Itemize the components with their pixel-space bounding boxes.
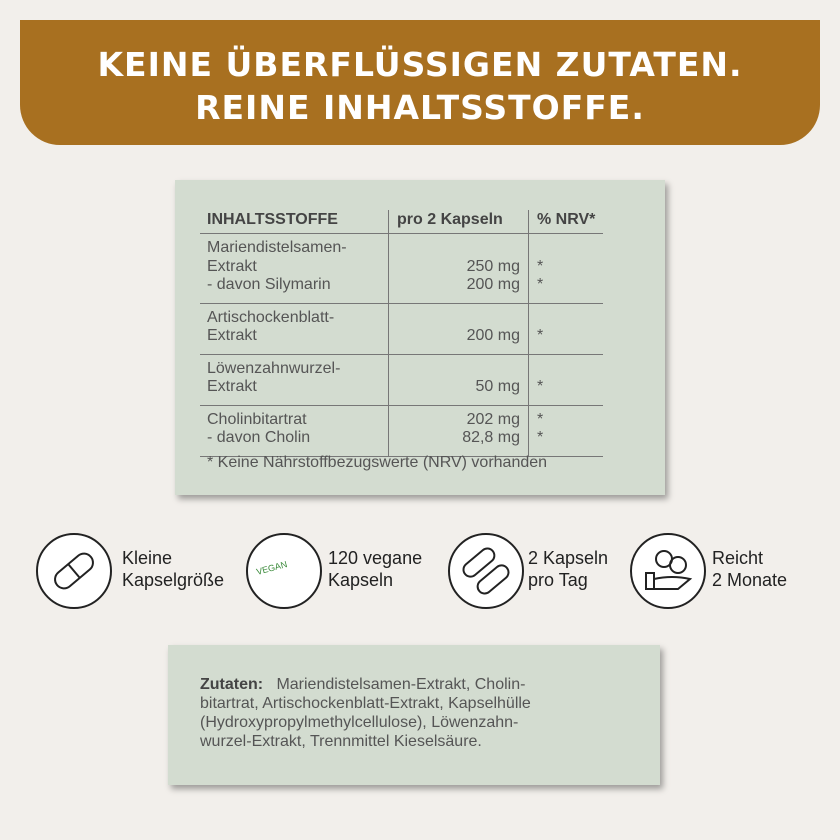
icon (36, 533, 112, 609)
ingredient-name: Cholinbitartrat (207, 410, 307, 428)
feature-text: 120 vegane (328, 548, 423, 568)
ingredients-text: bitartrat, Artischockenblatt-Extrakt, Ka… (200, 695, 531, 712)
feature-text: Kleine (122, 548, 173, 568)
rule (388, 210, 389, 456)
amount: 82,8 mg (462, 429, 520, 446)
table-header: % NRV* (537, 211, 596, 228)
rule (528, 210, 529, 456)
rule (200, 353, 603, 355)
ingredient-name: Mariendistelsamen- (207, 239, 347, 256)
ingredient-name: Extrakt (207, 378, 257, 395)
feature-text: Kapseln (328, 570, 394, 590)
icon (448, 533, 524, 609)
rule (200, 404, 603, 406)
ingredients-label: Zutaten: (200, 676, 264, 693)
header-band (20, 20, 820, 145)
feature-text: pro Tag (528, 570, 588, 590)
ingredients-text: (Hydroxypropylmethylcellulose), Löwenzah… (200, 714, 519, 731)
ingredient-name: Artischockenblatt- (207, 308, 335, 326)
table-header: INHALTSSTOFFE (207, 211, 338, 228)
ingredient-name: Extrakt (207, 327, 257, 344)
nrv: * (537, 327, 544, 344)
rule (200, 302, 603, 304)
nutrition-card (175, 180, 665, 495)
amount: 200 mg (466, 327, 520, 344)
ingredients-text: Mariendistelsamen-Extrakt, Cholin- (272, 676, 526, 693)
header-title: REINE INHALTSSTOFFE. (195, 88, 645, 127)
footnote: * Keine Nährstoffbezugswerte (NRV) vorha… (207, 454, 548, 471)
ingredients-text: wurzel-Extrakt, Trennmittel Kieselsäure. (200, 733, 482, 750)
nrv: * (537, 429, 544, 446)
amount: 50 mg (475, 378, 520, 395)
feature-text: Kapselgröße (122, 570, 225, 590)
ingredients-card (168, 645, 660, 785)
amount: 200 mg (466, 276, 520, 293)
feature-text: 2 Kapseln (528, 548, 609, 568)
ingredient-name: Extrakt (207, 257, 257, 275)
nrv: * (537, 410, 544, 428)
rule (200, 233, 603, 234)
amount: 202 mg (466, 410, 520, 428)
rule (200, 455, 603, 457)
ingredient-name: Löwenzahnwurzel- (207, 359, 341, 377)
icon (246, 533, 322, 609)
nrv: * (537, 257, 544, 275)
table-header: pro 2 Kapseln (397, 211, 503, 228)
ingredient-name: - davon Cholin (207, 429, 311, 446)
icon (630, 533, 706, 609)
nrv: * (537, 378, 544, 395)
feature-text: Reicht (712, 548, 764, 568)
header-title: KEINE ÜBERFLÜSSIGEN ZUTATEN. (97, 45, 743, 84)
ingredient-name: - davon Silymarin (207, 276, 331, 293)
amount: 250 mg (466, 257, 520, 275)
nrv: * (537, 276, 544, 293)
feature-text: 2 Monate (712, 570, 788, 590)
